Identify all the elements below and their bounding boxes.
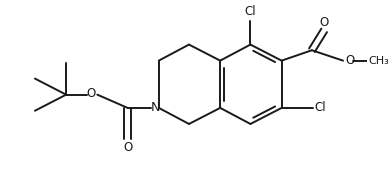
Text: O: O	[345, 54, 354, 67]
Text: O: O	[123, 141, 132, 154]
Text: CH₃: CH₃	[369, 56, 388, 66]
Text: N: N	[150, 101, 160, 114]
Text: O: O	[86, 87, 95, 100]
Text: O: O	[320, 15, 329, 28]
Text: Cl: Cl	[244, 5, 256, 18]
Text: Cl: Cl	[315, 101, 326, 114]
